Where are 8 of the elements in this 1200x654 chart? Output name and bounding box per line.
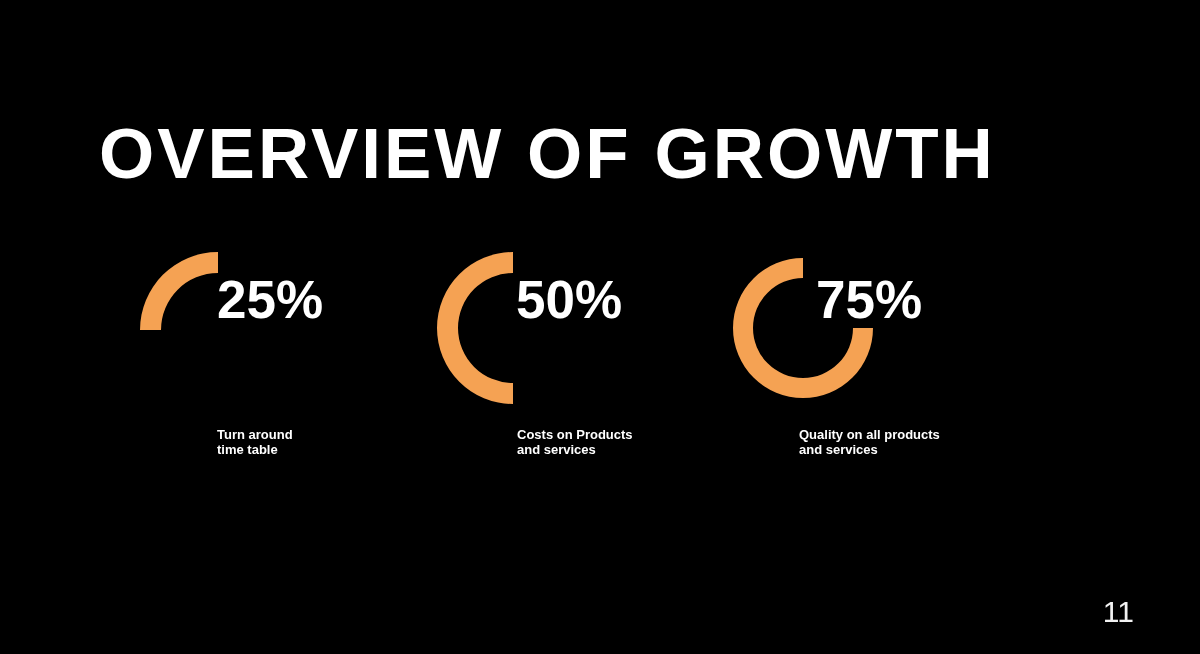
data-label: 50% [516,270,623,329]
text: Turn around time table [217,427,294,457]
text: 11 [1102,595,1134,628]
text: OVERVIEW OF GROWTH [99,114,996,193]
data-label: 75% [816,270,923,329]
data-label: 25% [217,270,324,329]
text: Costs on Products and services [517,427,634,457]
text: Quality on all products and services [799,427,941,457]
